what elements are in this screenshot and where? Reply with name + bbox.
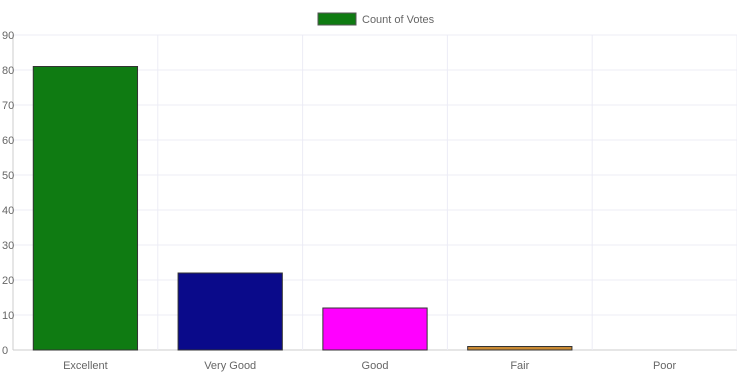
- y-tick-label: 90: [2, 30, 14, 42]
- y-tick-label: 50: [2, 170, 14, 182]
- x-tick-label: Good: [362, 360, 389, 372]
- legend-swatch: [317, 12, 357, 26]
- bars: [32, 66, 573, 351]
- x-tick-label: Excellent: [63, 360, 108, 372]
- x-tick-label: Fair: [510, 360, 529, 372]
- y-tick-label: 60: [2, 135, 14, 147]
- x-tick-label: Very Good: [204, 360, 256, 372]
- bar-fair[interactable]: [467, 346, 573, 351]
- y-tick-label: 70: [2, 100, 14, 112]
- y-tick-label: 80: [2, 65, 14, 77]
- y-tick-label: 10: [2, 310, 14, 322]
- y-tick-label: 0: [2, 345, 8, 357]
- legend: Count of Votes: [317, 12, 435, 26]
- legend-label: Count of Votes: [362, 14, 435, 26]
- y-tick-label: 20: [2, 275, 14, 287]
- axes: 0 10 20 30 40 50 60 70 80 90 Excellent Very Good Goo…: [2, 30, 677, 372]
- y-tick-label: 40: [2, 205, 14, 217]
- bar-good[interactable]: [322, 307, 428, 351]
- x-tick-label: Poor: [653, 360, 677, 372]
- bar-excellent[interactable]: [32, 66, 139, 351]
- y-tick-label: 30: [2, 240, 14, 252]
- bar-very-good[interactable]: [177, 272, 283, 351]
